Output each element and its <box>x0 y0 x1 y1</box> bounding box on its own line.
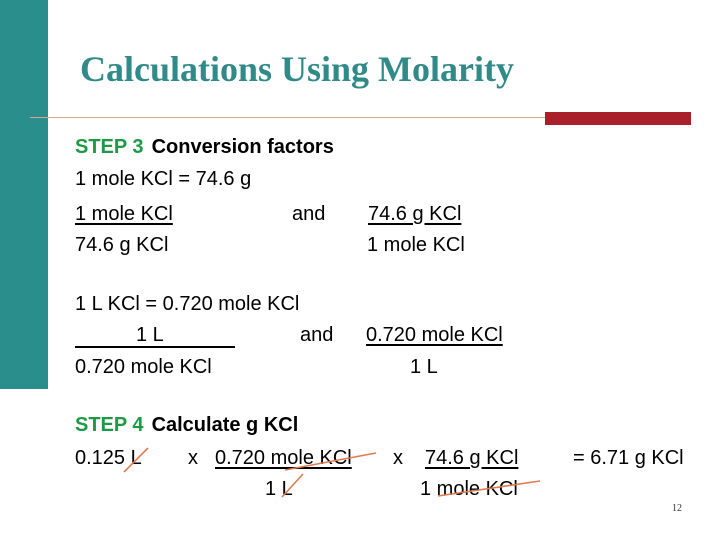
cf1-denominator-left: 74.6 g KCl <box>75 234 169 256</box>
cf2-fraction-bar-left <box>75 346 235 348</box>
title-divider <box>30 117 545 118</box>
calc-times-1: x <box>188 447 198 469</box>
calc-times-2: x <box>393 447 403 469</box>
page-number: 12 <box>672 503 682 514</box>
calc-result: = 6.71 g KCl <box>573 447 684 469</box>
calc-start-value: 0.125 L <box>75 447 142 469</box>
accent-block <box>545 112 691 125</box>
cancel-mark-factor1-mole <box>284 452 377 471</box>
cf2-numerator-right: 0.720 mole KCl <box>366 324 503 346</box>
step-4-label: STEP 4 <box>75 414 144 436</box>
equivalence-1: 1 mole KCl = 74.6 g <box>75 168 252 190</box>
cf2-denominator-left: 0.720 mole KCl <box>75 356 212 378</box>
cf2-numerator-left: 1 L <box>136 324 164 346</box>
equivalence-2: 1 L KCl = 0.720 mole KCl <box>75 293 300 315</box>
step-4-description: Calculate g KCl <box>151 414 299 436</box>
step-3-heading: STEP 3 Conversion factors <box>75 135 334 159</box>
cancel-mark-factor1-L <box>281 473 304 498</box>
left-accent-bar <box>0 0 48 389</box>
cf1-numerator-right: 74.6 g KCl <box>368 203 462 225</box>
cf1-denominator-right: 1 mole KCl <box>367 234 465 256</box>
step-3-label: STEP 3 <box>75 136 144 158</box>
slide-title: Calculations Using Molarity <box>80 49 515 89</box>
calc-factor-1-denominator: 1 L <box>265 478 293 500</box>
calc-factor-2-numerator: 74.6 g KCl <box>425 447 519 469</box>
cf1-numerator-left: 1 mole KCl <box>75 203 173 225</box>
cf1-and: and <box>292 203 326 225</box>
cancel-mark-start-L <box>123 447 149 473</box>
cf2-and: and <box>300 324 334 346</box>
cf2-denominator-right: 1 L <box>410 356 438 378</box>
cancel-mark-factor2-mole <box>437 480 541 497</box>
step-3-description: Conversion factors <box>151 136 334 158</box>
step-4-heading: STEP 4 Calculate g KCl <box>75 413 298 437</box>
